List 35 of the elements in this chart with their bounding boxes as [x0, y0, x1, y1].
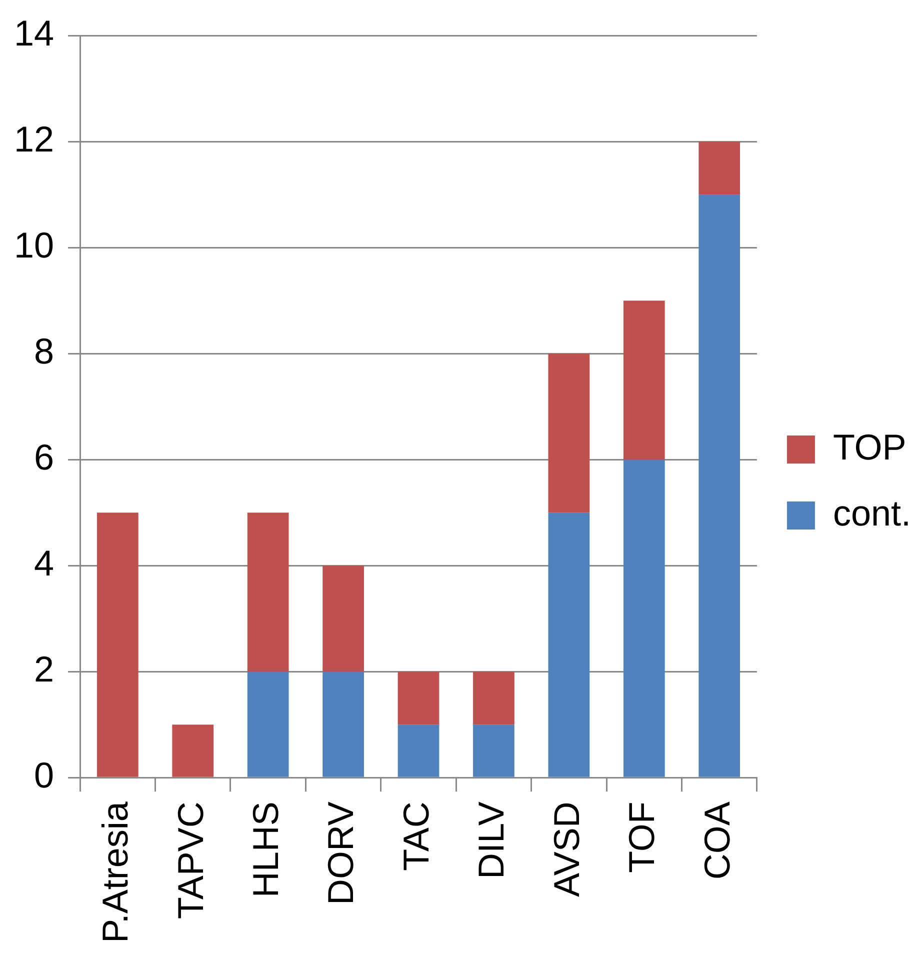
y-tick-label: 0	[34, 754, 54, 796]
bar	[247, 672, 289, 777]
bar	[623, 300, 665, 460]
legend-label: TOP	[832, 426, 906, 468]
y-tick-label: 12	[14, 118, 54, 160]
y-tick-label: 6	[34, 436, 54, 478]
bar	[698, 142, 740, 195]
y-tick-label: 14	[14, 12, 54, 54]
x-tick-label: DORV	[320, 802, 362, 905]
bar	[322, 566, 364, 672]
legend-label: cont.	[832, 492, 911, 534]
y-tick-label: 10	[14, 224, 54, 266]
x-tick-label: DILV	[470, 802, 512, 879]
y-tick-label: 4	[34, 542, 54, 584]
bar	[548, 354, 590, 513]
x-tick-label: COA	[696, 802, 738, 880]
bar	[623, 460, 665, 777]
y-tick-label: 2	[34, 648, 54, 690]
x-tick-label: AVSD	[546, 802, 587, 897]
bar	[247, 512, 289, 672]
bar	[398, 724, 440, 777]
x-tick-label: HLHS	[244, 802, 286, 898]
bar	[398, 672, 440, 725]
y-tick-label: 8	[34, 330, 54, 372]
bar	[473, 672, 514, 725]
bar	[322, 672, 364, 777]
x-tick-label: TAC	[395, 802, 436, 871]
x-tick-label: P.Atresia	[94, 800, 136, 944]
bar	[473, 724, 514, 777]
x-tick-label: TAPVC	[170, 802, 211, 919]
bar	[548, 512, 590, 777]
bar	[172, 724, 214, 777]
bar	[96, 512, 138, 777]
x-tick-label: TOF	[621, 802, 662, 873]
bar	[698, 194, 740, 777]
